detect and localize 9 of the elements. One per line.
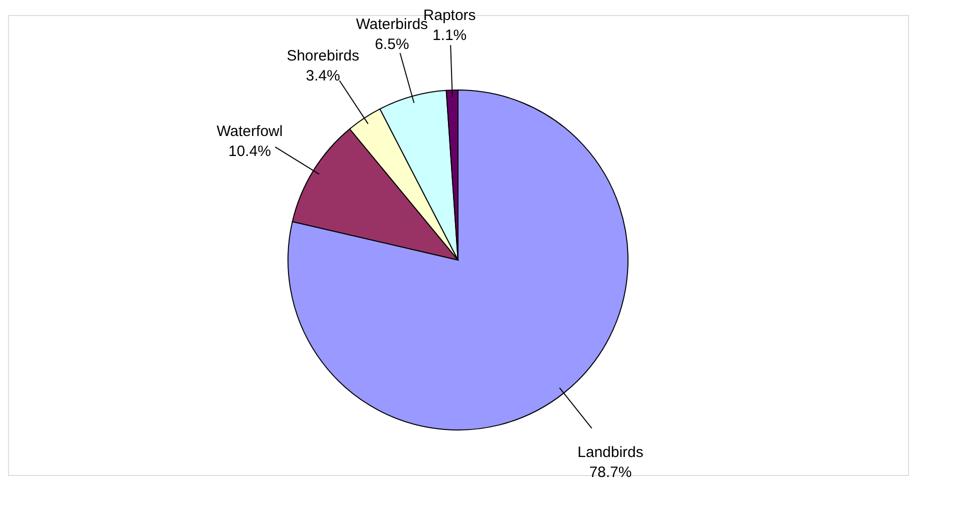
data-label: 6.5% [374, 36, 410, 54]
data-label: 3.4% [306, 68, 340, 85]
data-label: 1.1% [432, 27, 467, 44]
data-label: 10.4% [228, 143, 271, 160]
pie-slice [288, 90, 628, 430]
slice-label: Waterfowl [216, 123, 283, 140]
data-label: 78.7% [589, 464, 632, 481]
slice-label: Shorebirds [286, 48, 360, 65]
slice-label: Landbirds [578, 444, 644, 461]
